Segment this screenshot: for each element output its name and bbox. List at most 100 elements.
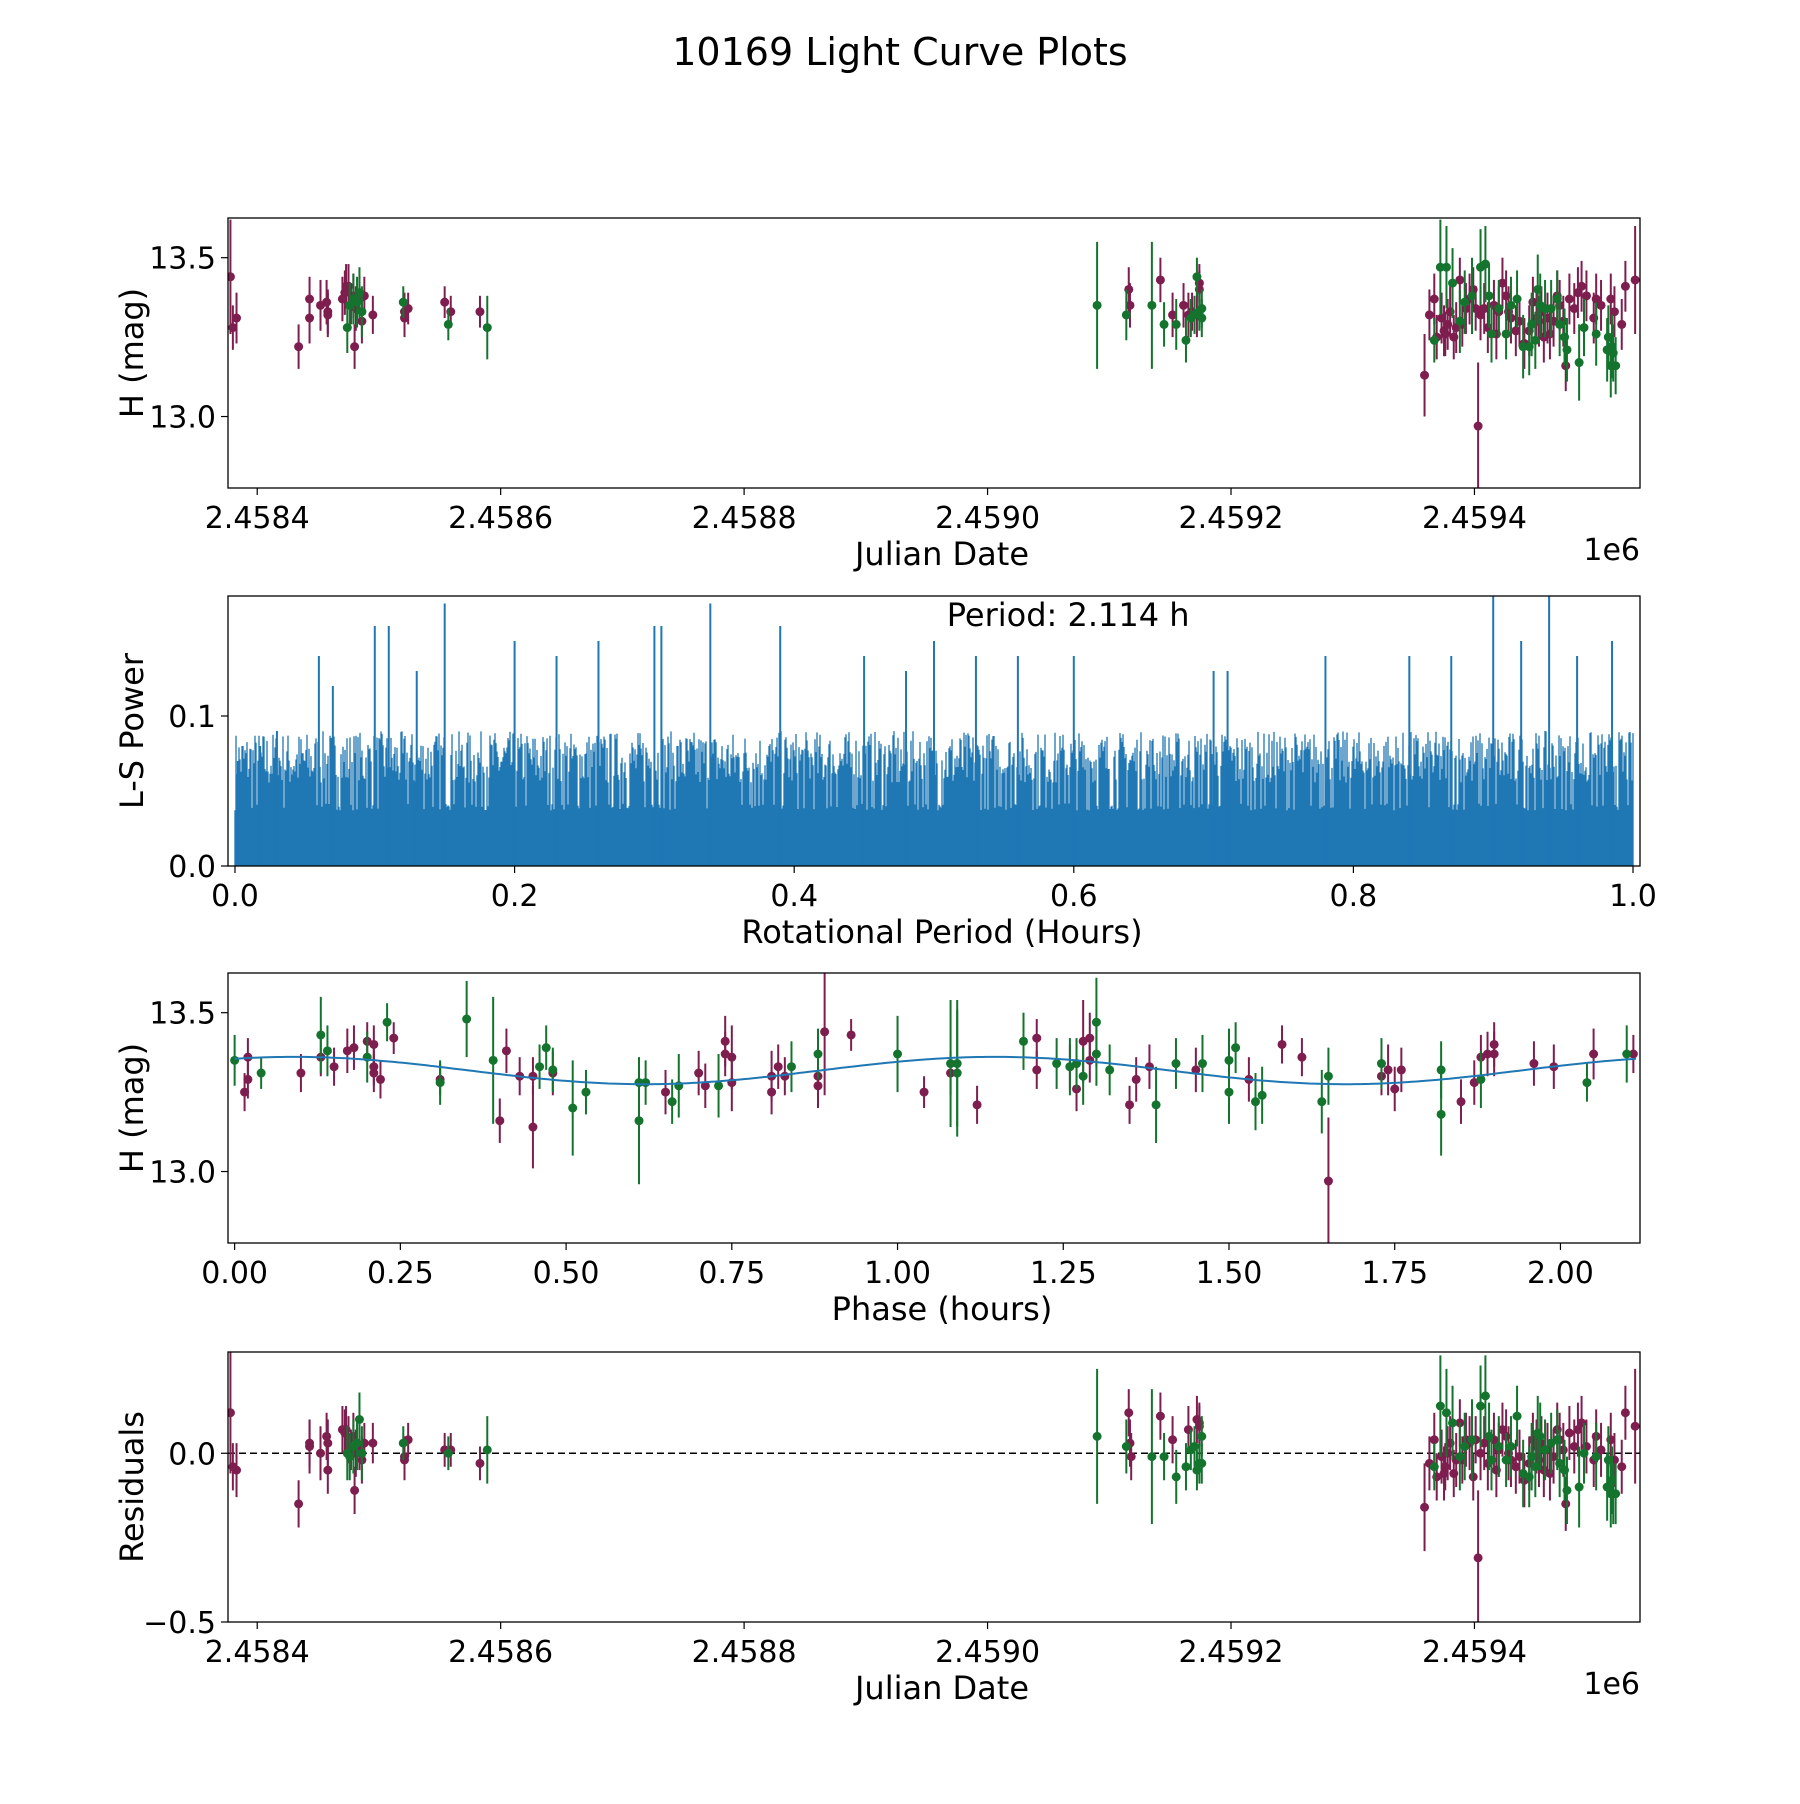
data-point	[1168, 310, 1178, 320]
x-tick-label: 0.4	[770, 879, 818, 914]
x-tick-label: 2.4588	[692, 1635, 797, 1670]
data-point	[1147, 1452, 1157, 1462]
data-point	[1596, 300, 1606, 310]
data-point	[1506, 1442, 1516, 1451]
periodogram-peaks	[236, 596, 1614, 866]
plot-area-phase-folded	[230, 973, 1638, 1243]
x-tick-label: 2.4592	[1179, 501, 1284, 536]
data-point	[1617, 1462, 1627, 1472]
data-point	[528, 1071, 538, 1081]
data-point	[1429, 1435, 1439, 1445]
data-point	[1121, 310, 1131, 320]
data-point	[1192, 272, 1202, 282]
data-point	[1439, 1469, 1449, 1478]
x-tick-label: 2.4590	[935, 1635, 1040, 1670]
figure-title: 10169 Light Curve Plots	[672, 30, 1127, 74]
data-point	[1277, 1039, 1287, 1049]
x-tick-label: 0.2	[491, 879, 539, 914]
data-point	[946, 1059, 956, 1069]
data-point	[322, 1046, 332, 1056]
data-point	[256, 1068, 266, 1078]
data-point	[1085, 1033, 1095, 1043]
x-tick-label: 2.4594	[1422, 501, 1527, 536]
y-axis-label: H (mag)	[113, 288, 151, 418]
x-offset-label: 1e6	[1583, 1667, 1640, 1702]
data-point	[1591, 1452, 1601, 1462]
data-point	[1611, 1489, 1621, 1499]
data-point	[1390, 1084, 1400, 1094]
panel-periodogram: 0.0 0.2 0.4 0.6 0.8 1.0 0.0 0.1 Rotational Perio…	[113, 595, 1657, 951]
data-point	[1441, 262, 1451, 272]
data-point	[813, 1049, 823, 1059]
data-point	[1436, 1065, 1446, 1075]
data-point	[349, 1043, 359, 1053]
data-point	[1171, 1059, 1181, 1069]
data-point	[228, 272, 235, 282]
data-point	[305, 1442, 315, 1451]
data-point	[1181, 335, 1191, 345]
y-tick-label: 13.5	[149, 242, 216, 277]
x-tick-label: 0.50	[533, 1256, 600, 1291]
x-tick-label: 0.75	[698, 1256, 765, 1291]
data-point	[1460, 1442, 1470, 1451]
data-point	[1555, 1458, 1565, 1468]
data-point	[1530, 335, 1540, 345]
data-point	[1091, 1017, 1101, 1027]
x-tick-label: 2.4592	[1179, 1635, 1284, 1670]
data-point	[1151, 1100, 1161, 1110]
data-point	[1436, 1109, 1446, 1119]
data-point	[443, 319, 453, 329]
data-point	[1455, 316, 1465, 326]
data-point	[228, 323, 238, 333]
data-point	[316, 1030, 326, 1040]
data-point	[1476, 1401, 1486, 1411]
x-tick-label: 1.0	[1609, 879, 1657, 914]
x-tick-label: 2.4588	[692, 501, 797, 536]
data-point	[1105, 1065, 1115, 1075]
x-tick-label: 1.50	[1196, 1256, 1263, 1291]
data-point	[240, 1087, 250, 1097]
data-point	[1574, 1482, 1584, 1492]
data-point	[1581, 291, 1591, 301]
data-point	[1189, 1442, 1199, 1451]
data-point	[1607, 1475, 1617, 1485]
data-point	[1630, 1421, 1640, 1431]
data-point	[1197, 1059, 1207, 1069]
data-point	[634, 1116, 644, 1126]
data-point	[1609, 307, 1619, 317]
data-point	[488, 1055, 498, 1065]
data-point	[1540, 1445, 1550, 1455]
data-point	[1497, 278, 1507, 288]
x-tick-label: 2.4584	[205, 1635, 310, 1670]
data-point	[1257, 1090, 1267, 1100]
data-point	[952, 1059, 962, 1069]
data-point	[919, 1087, 929, 1097]
data-point	[1126, 1452, 1136, 1462]
data-point	[354, 1415, 364, 1424]
data-point	[1564, 1428, 1574, 1438]
data-point	[1429, 294, 1439, 304]
data-point	[501, 1046, 511, 1056]
data-point	[322, 297, 332, 307]
data-point	[1147, 300, 1157, 310]
data-point	[1197, 1458, 1207, 1468]
data-point	[345, 1452, 355, 1462]
data-point	[1092, 300, 1102, 310]
x-tick-label: 0.6	[1050, 879, 1098, 914]
data-point	[1125, 300, 1135, 310]
x-tick-label: 0.00	[201, 1256, 268, 1291]
data-point	[1197, 1431, 1207, 1441]
data-point	[1441, 1408, 1451, 1418]
data-point	[1052, 1059, 1062, 1069]
data-point	[1429, 335, 1439, 345]
data-point	[1561, 1499, 1571, 1509]
data-point	[435, 1078, 445, 1088]
data-point	[398, 297, 408, 307]
data-point	[1224, 1087, 1234, 1097]
data-point	[1191, 1065, 1201, 1075]
data-point	[1527, 1452, 1537, 1462]
data-point	[846, 1030, 856, 1040]
data-point	[1159, 1452, 1169, 1462]
data-point	[1511, 326, 1521, 336]
